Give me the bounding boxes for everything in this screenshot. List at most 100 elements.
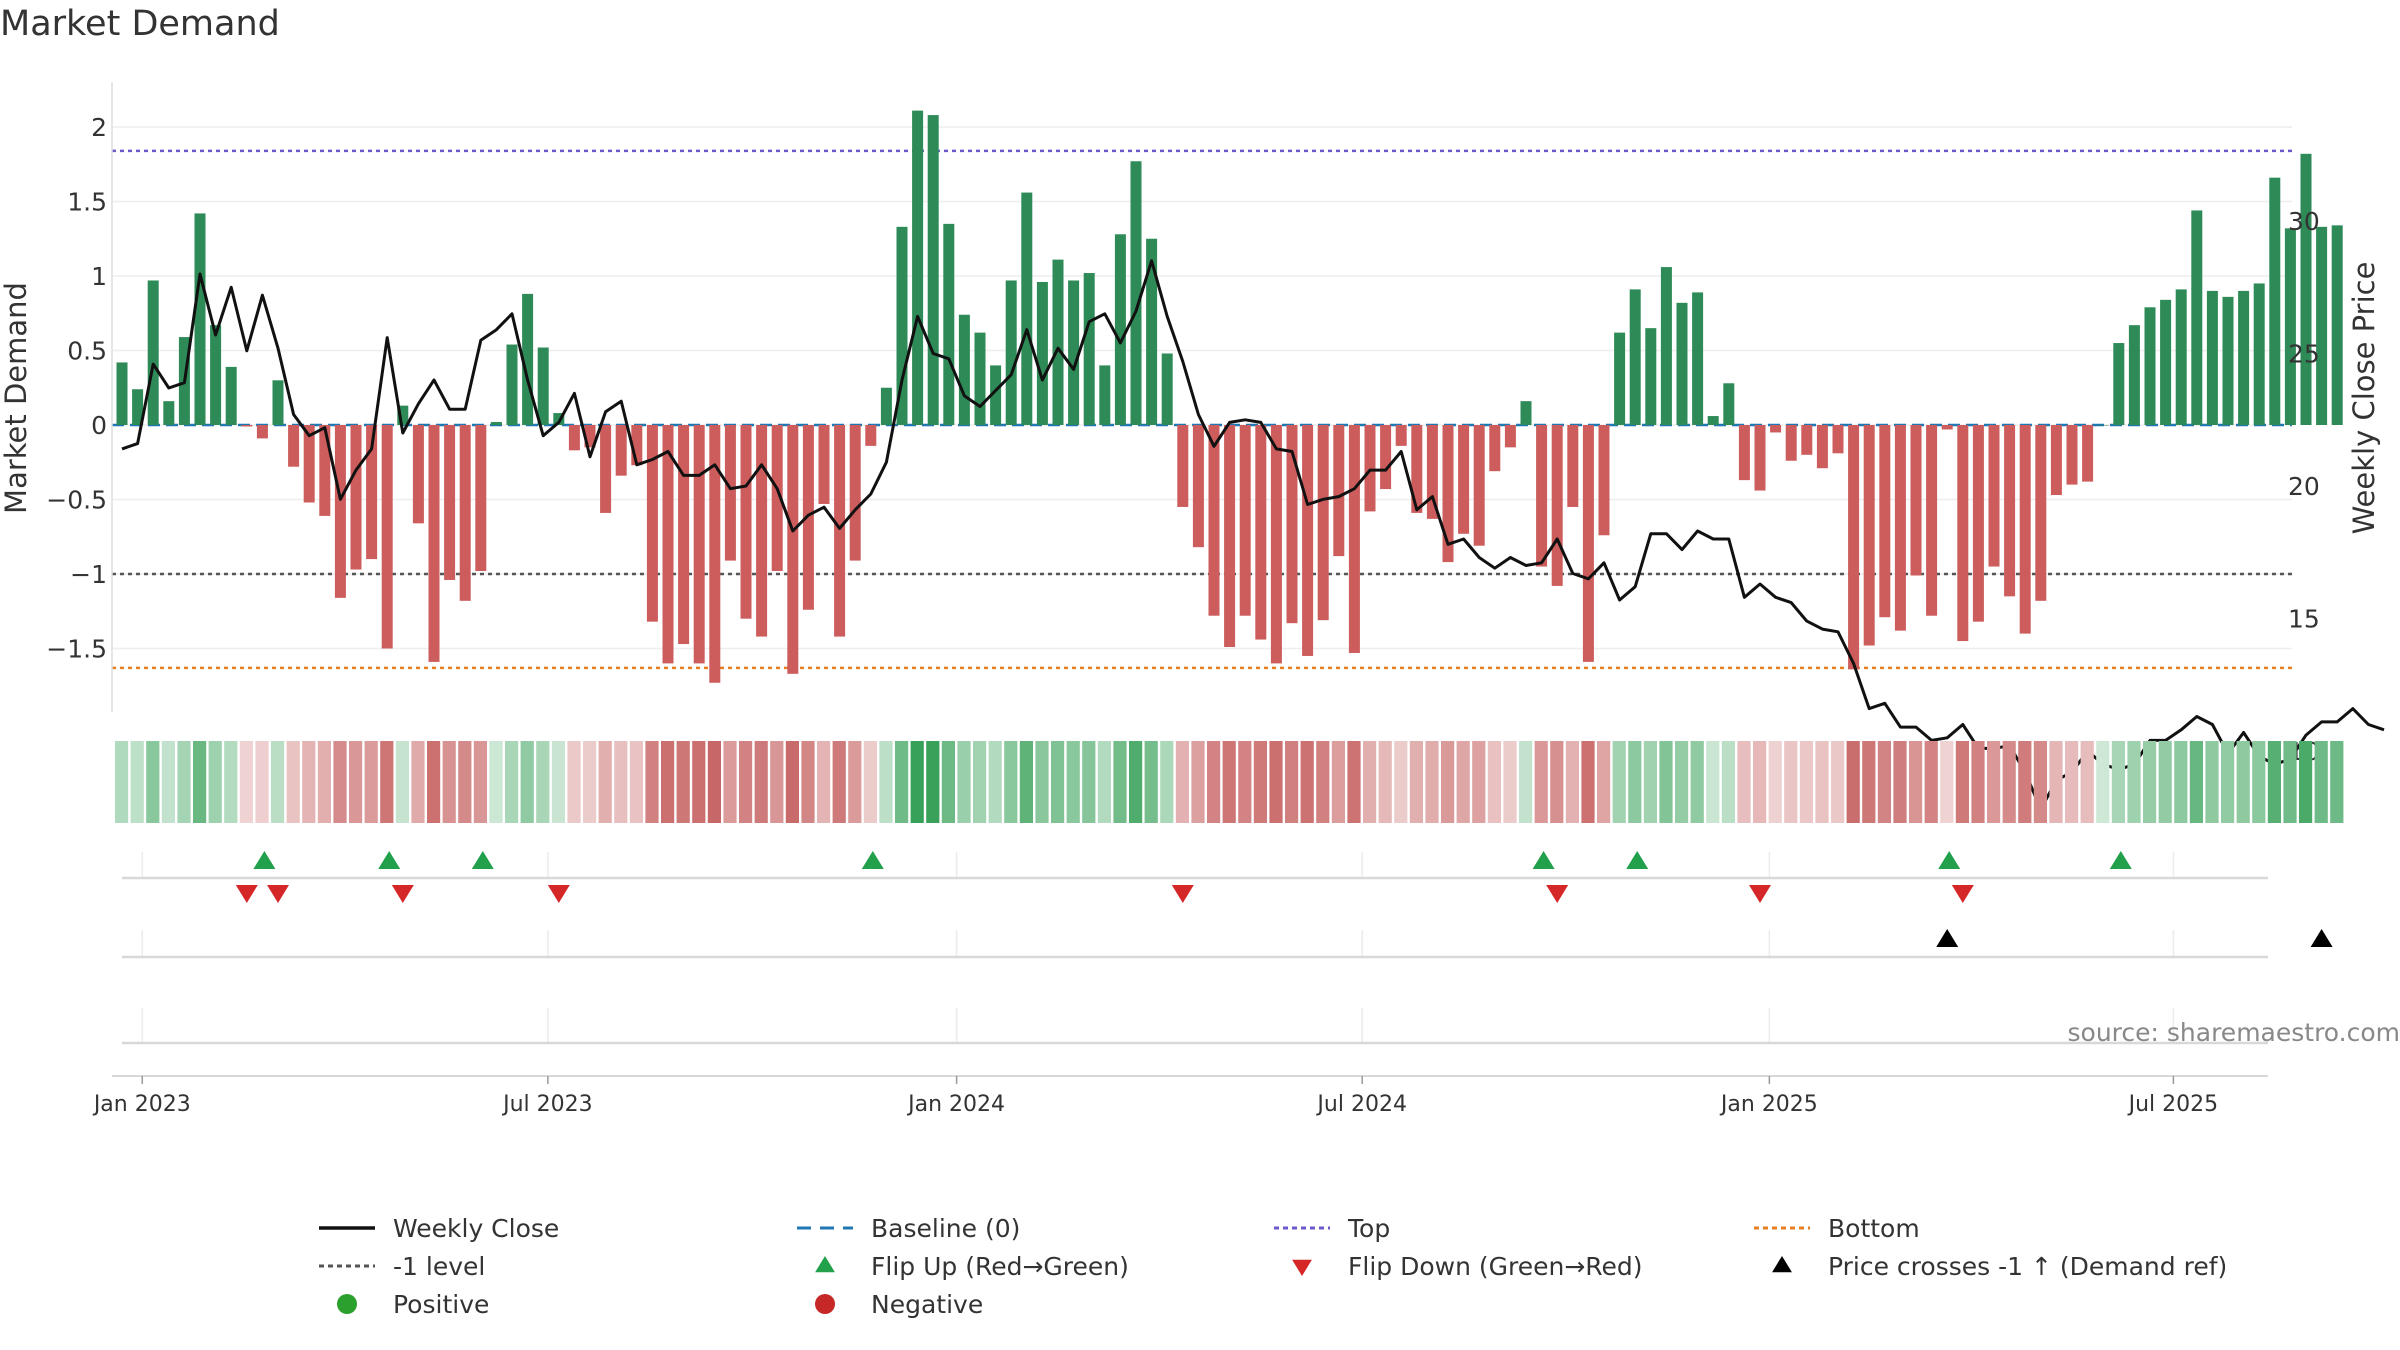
demand-bar [1785,425,1797,461]
demand-bar [662,425,674,664]
demand-bar [1645,328,1657,425]
heat-cell [583,741,597,823]
heat-cell [676,741,690,823]
demand-bar [1754,425,1766,491]
demand-bar [1910,425,1922,576]
heat-cell [442,741,456,823]
demand-bar [2206,290,2218,425]
legend-item-dot-positive: Positive [315,1286,489,1322]
heat-cell [2236,741,2250,823]
demand-bar [522,293,534,425]
demand-bar [1114,234,1126,425]
legend-item-flip-down: Flip Down (Green→Red) [1270,1248,1643,1284]
heat-cell [1877,741,1891,823]
heat-cell [224,741,238,823]
swatch-triangle [815,1256,835,1273]
demand-bar [1146,238,1158,425]
demand-bar [2113,343,2125,425]
heat-cell [2002,741,2016,823]
heat-cell [707,741,721,823]
heat-cell [333,741,347,823]
heat-cell [1737,741,1751,823]
heat-cell [1581,741,1595,823]
demand-bar [256,425,268,439]
demand-bar [116,362,128,425]
demand-bar [2050,425,2062,496]
flip-down-marker [547,885,570,903]
heat-cell [1659,741,1673,823]
heat-cell [1144,741,1158,823]
heat-cell [2330,741,2344,823]
demand-bar [1052,259,1064,425]
demand-bar [272,380,284,425]
demand-bar [1832,425,1844,454]
demand-bar [1988,425,2000,567]
demand-bar [537,347,549,425]
demand-bar [1614,332,1626,425]
heat-cell [1253,741,1267,823]
heat-cell [473,741,487,823]
heat-cell [1222,741,1236,823]
heat-cell [239,741,253,823]
heat-cell [551,741,565,823]
dot-panel [122,1008,2268,1045]
demand-bar [865,425,877,446]
demand-bar [459,425,471,601]
legend-swatch-dot-negative [815,1294,835,1314]
flip-up-marker [1626,851,1649,869]
demand-bar [2238,290,2250,425]
demand-bar [1224,425,1236,648]
demand-bar [1005,280,1017,425]
heat-cell [1846,741,1860,823]
heat-cell [1238,741,1252,823]
demand-bar [1629,289,1641,425]
heat-cell [302,741,316,823]
heat-cell [1331,741,1345,823]
heat-cell [130,741,144,823]
heat-cell [1753,741,1767,823]
heat-cell [739,741,753,823]
heat-cell [1347,741,1361,823]
heat-cell [2299,741,2313,823]
heat-cell [2080,741,2094,823]
demand-bar [1083,273,1095,425]
heat-cell [1768,741,1782,823]
y-tick-label: 1 [91,262,107,291]
demand-bar [958,314,970,425]
demand-bar [350,425,362,570]
demand-bar [1442,425,1454,563]
demand-bar [584,425,596,448]
legend-label: Flip Down (Green→Red) [1348,1251,1643,1281]
demand-bar [366,425,378,560]
demand-bar [1504,425,1516,448]
heat-cell [1815,741,1829,823]
heat-cell [770,741,784,823]
demand-bar [1863,425,1875,646]
heat-cell [1487,741,1501,823]
heat-cell [411,741,425,823]
y-tick-label: −0.5 [46,486,107,515]
demand-bar [2128,325,2140,425]
heat-cell [926,741,940,823]
swatch-triangle [1292,1259,1312,1276]
legend-item-bottom: Bottom [1750,1210,1920,1246]
heat-cell [1597,741,1611,823]
demand-bar [1411,425,1423,513]
demand-bar [787,425,799,674]
heat-cell [146,741,160,823]
legend-label: Top [1348,1213,1391,1243]
heat-cell [973,741,987,823]
heat-cell [879,741,893,823]
heat-cell [2314,741,2328,823]
heat-cell [1987,741,2001,823]
heat-cell [817,741,831,823]
legend-label: -1 level [393,1251,486,1281]
y2-tick-label: 25 [2288,340,2320,369]
legend-swatch-close [319,1226,375,1230]
legend-label: Flip Up (Red→Green) [871,1251,1129,1281]
heat-cell [1378,741,1392,823]
legend-item-flip-up: Flip Up (Red→Green) [793,1248,1129,1284]
legend-label: Positive [393,1289,490,1319]
demand-bar [2316,226,2328,425]
